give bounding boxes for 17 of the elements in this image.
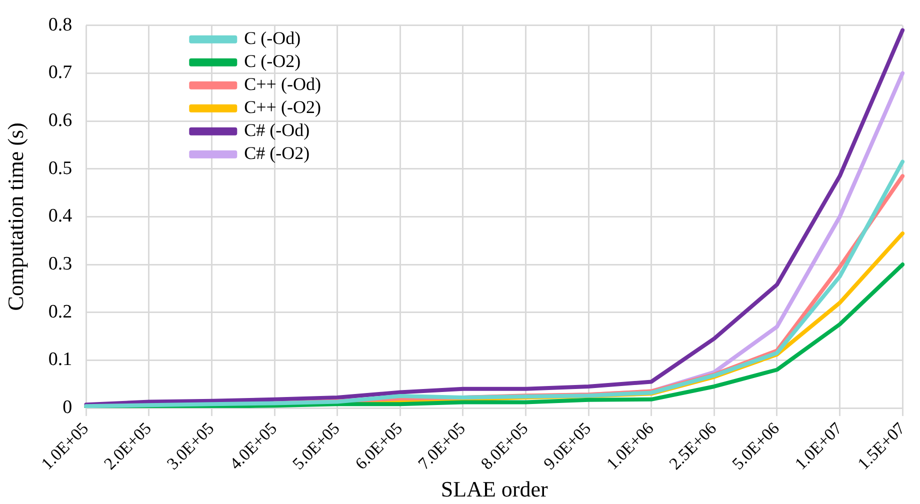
y-tick-label: 0.6 <box>48 110 72 132</box>
y-tick-label: 0.2 <box>48 301 72 322</box>
y-axis-title: Computation time (s) <box>2 122 28 311</box>
y-tick-label: 0.7 <box>48 62 72 84</box>
y-tick-label: 0.3 <box>48 254 72 275</box>
y-tick-label: 0.1 <box>48 349 72 370</box>
y-tick-label: 0 <box>62 396 72 418</box>
legend-label: C# (-O2) <box>244 143 310 164</box>
legend-label: C++ (-O2) <box>244 97 321 118</box>
x-axis-title: SLAE order <box>440 476 548 502</box>
legend-label: C# (-Od) <box>244 120 310 140</box>
y-tick-label: 0.8 <box>48 14 72 36</box>
y-tick-label: 0.5 <box>48 158 72 179</box>
legend-label: C (-O2) <box>244 51 301 72</box>
y-tick-label: 0.4 <box>48 206 73 227</box>
legend-label: C (-Od) <box>244 28 301 48</box>
legend-label: C++ (-Od) <box>244 74 321 94</box>
